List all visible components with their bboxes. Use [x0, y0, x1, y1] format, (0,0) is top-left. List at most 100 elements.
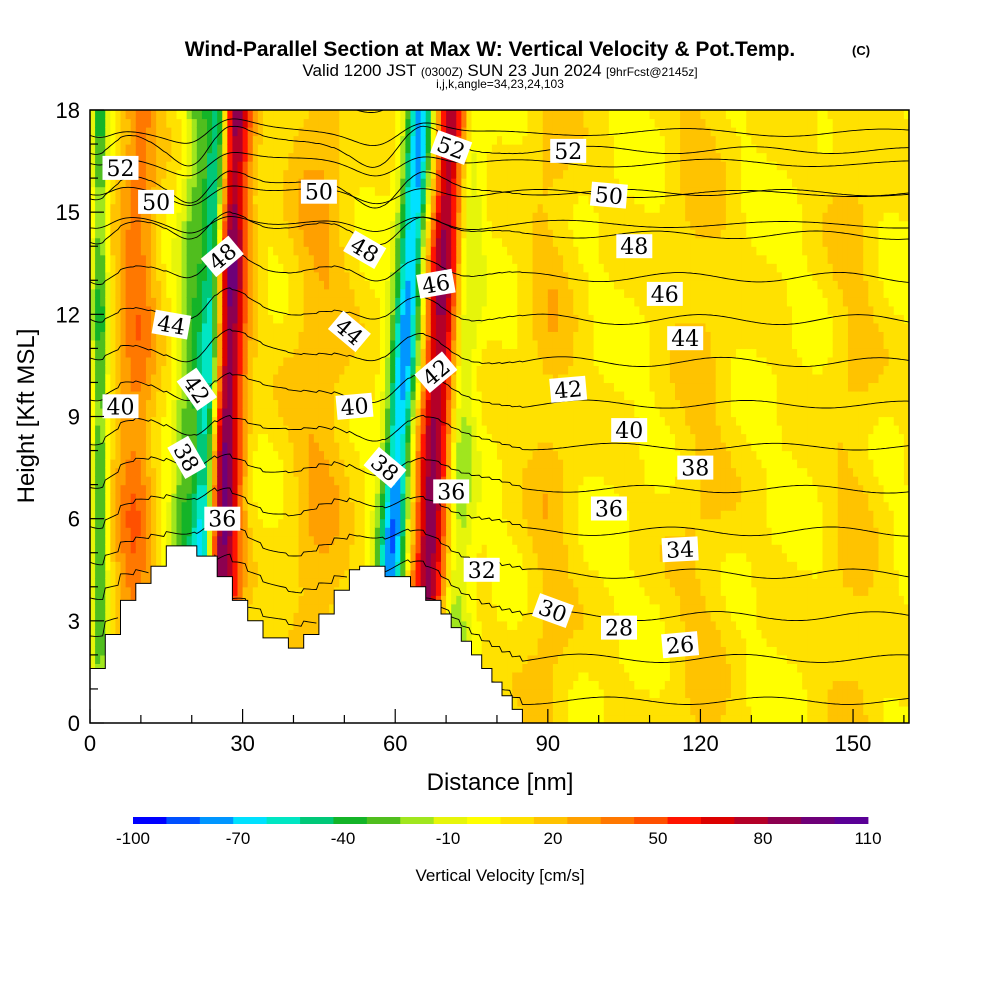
heatmap-cell — [324, 595, 330, 605]
heatmap-cell — [425, 356, 432, 367]
heatmap-cell — [420, 356, 427, 367]
heatmap-cell — [410, 110, 417, 120]
heatmap-cell — [156, 246, 162, 256]
heatmap-cell — [125, 535, 132, 545]
heatmap-cell — [410, 510, 417, 520]
heatmap-cell — [105, 450, 111, 460]
heatmap-cell — [390, 169, 396, 179]
heatmap-cell — [145, 535, 152, 545]
heatmap-cell — [390, 297, 396, 307]
heatmap-cell — [324, 127, 330, 137]
heatmap-cell — [400, 339, 406, 349]
heatmap-cell — [191, 135, 198, 145]
heatmap-cell — [257, 407, 264, 418]
heatmap-cell — [242, 390, 249, 401]
heatmap-cell — [257, 373, 264, 384]
heatmap-cell — [420, 169, 427, 179]
heatmap-cell — [298, 535, 305, 545]
heatmap-cell — [201, 212, 208, 222]
heatmap-cell — [313, 382, 320, 392]
heatmap-cell — [354, 220, 361, 230]
heatmap-cell — [125, 425, 132, 435]
heatmap-cell — [354, 288, 361, 298]
heatmap-cell — [156, 484, 162, 494]
heatmap-cell — [110, 612, 117, 622]
heatmap-cell — [166, 467, 172, 477]
heatmap-cell — [232, 382, 239, 392]
heatmap-cell — [435, 544, 442, 554]
heatmap-cell — [130, 578, 137, 588]
heatmap-cell — [308, 135, 315, 145]
heatmap-cell — [171, 135, 178, 145]
heatmap-cell — [364, 467, 371, 477]
heatmap-cell — [207, 195, 213, 205]
heatmap-cell — [303, 620, 310, 630]
heatmap-cell — [318, 135, 325, 145]
heatmap-cell — [273, 203, 279, 213]
heatmap-cell — [278, 493, 284, 503]
heatmap-cell — [334, 578, 340, 588]
heatmap-cell — [237, 535, 244, 545]
heatmap-cell — [268, 561, 274, 571]
heatmap-cell — [369, 527, 376, 537]
heatmap-cell — [90, 297, 96, 307]
heatmap-cell — [191, 527, 198, 537]
heatmap-cell — [105, 586, 111, 596]
heatmap-cell — [400, 144, 406, 154]
heatmap-cell — [359, 416, 366, 426]
heatmap-cell — [100, 178, 106, 188]
heatmap-cell — [354, 297, 361, 307]
heatmap-cell — [252, 459, 259, 469]
heatmap-cell — [385, 263, 391, 273]
heatmap-cell — [247, 586, 254, 596]
heatmap-cell — [252, 612, 259, 622]
heatmap-cell — [349, 118, 356, 128]
heatmap-cell — [435, 433, 442, 443]
heatmap-cell — [115, 305, 122, 315]
heatmap-cell — [379, 229, 386, 239]
heatmap-cell — [120, 544, 127, 554]
heatmap-cell — [140, 493, 147, 503]
heatmap-cell — [283, 459, 289, 469]
heatmap-cell — [283, 220, 289, 230]
heatmap-cell — [120, 288, 127, 298]
heatmap-cell — [257, 603, 264, 613]
heatmap-cell — [186, 186, 193, 196]
heatmap-cell — [232, 229, 239, 239]
heatmap-cell — [415, 110, 422, 120]
heatmap-cell — [201, 246, 208, 256]
heatmap-cell — [308, 203, 315, 213]
heatmap-cell — [273, 322, 279, 332]
heatmap-cell — [120, 212, 127, 222]
heatmap-cell — [313, 484, 320, 494]
heatmap-cell — [171, 407, 178, 418]
heatmap-cell — [242, 288, 249, 298]
heatmap-cell — [222, 476, 228, 486]
heatmap-cell — [329, 144, 335, 154]
heatmap-cell — [344, 254, 351, 264]
heatmap-cell — [364, 356, 371, 367]
heatmap-cell — [318, 110, 325, 120]
heatmap-cell — [191, 518, 198, 528]
heatmap-cell — [135, 578, 142, 588]
heatmap-cell — [201, 169, 208, 179]
heatmap-cell — [207, 203, 213, 213]
heatmap-cell — [161, 510, 167, 520]
heatmap-cell — [262, 169, 269, 179]
heatmap-cell — [186, 365, 193, 375]
heatmap-cell — [268, 229, 274, 239]
heatmap-cell — [90, 390, 96, 401]
heatmap-cell — [252, 433, 259, 443]
heatmap-cell — [339, 339, 345, 349]
heatmap-cell — [110, 501, 117, 511]
heatmap-cell — [222, 152, 228, 162]
heatmap-cell — [303, 144, 310, 154]
heatmap-cell — [110, 493, 117, 503]
heatmap-cell — [298, 135, 305, 145]
heatmap-cell — [222, 382, 228, 392]
heatmap-cell — [400, 161, 406, 171]
heatmap-cell — [324, 390, 330, 401]
heatmap-cell — [339, 195, 345, 205]
heatmap-cell — [125, 578, 132, 588]
heatmap-cell — [130, 373, 137, 384]
